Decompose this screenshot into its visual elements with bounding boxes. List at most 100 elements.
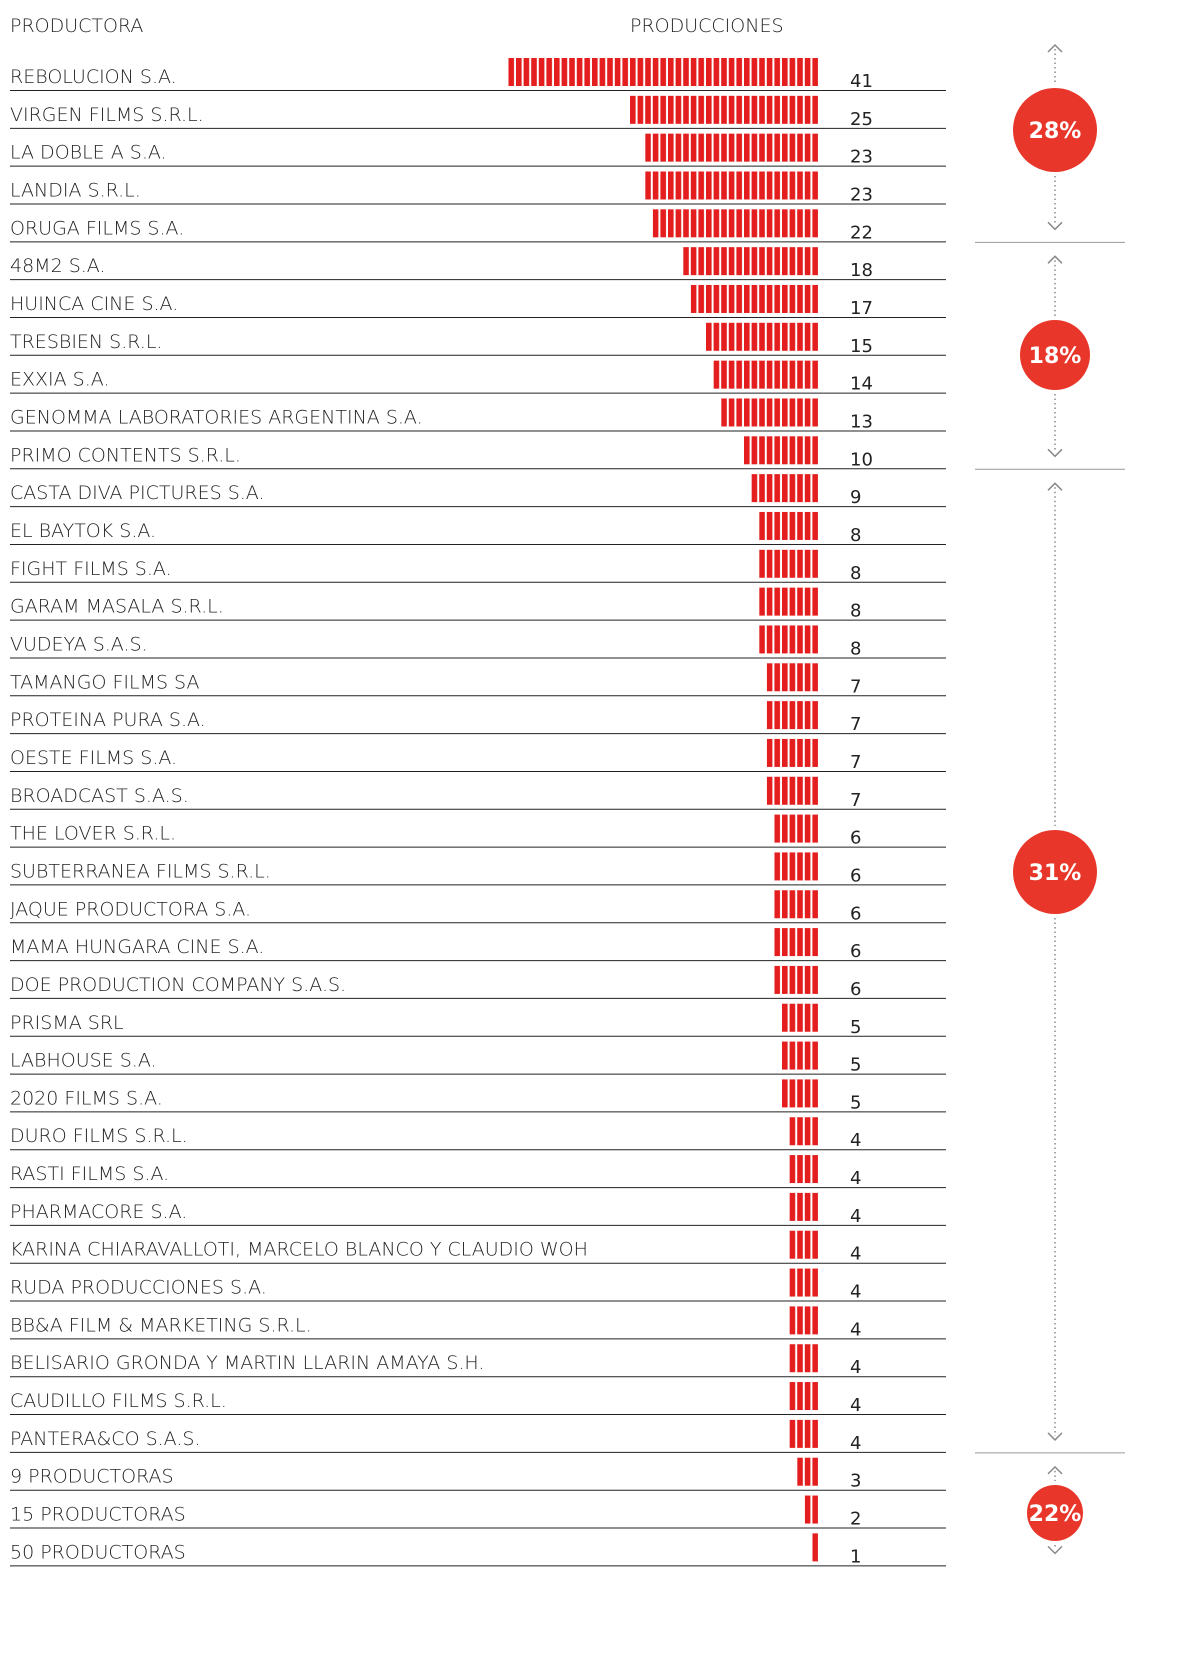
category-label: OESTE FILMS S.A. bbox=[10, 747, 177, 769]
value-label: 2 bbox=[850, 1509, 861, 1530]
value-label: 25 bbox=[850, 109, 873, 130]
bar bbox=[789, 1306, 818, 1335]
category-label: TRESBIEN S.R.L. bbox=[10, 331, 162, 353]
bar bbox=[713, 360, 818, 389]
category-label: DOE PRODUCTION COMPANY S.A.S. bbox=[10, 974, 346, 996]
value-label: 6 bbox=[850, 941, 861, 962]
category-header: PRODUCTORA bbox=[10, 15, 143, 37]
value-label: 7 bbox=[850, 676, 861, 697]
bar bbox=[690, 284, 818, 313]
bar bbox=[766, 701, 818, 730]
value-label: 6 bbox=[850, 865, 861, 886]
bar bbox=[812, 1533, 818, 1562]
value-label: 13 bbox=[850, 411, 873, 432]
share-circle bbox=[1013, 88, 1097, 172]
category-label: DURO FILMS S.R.L. bbox=[10, 1125, 188, 1147]
value-label: 7 bbox=[850, 714, 861, 735]
bar bbox=[774, 928, 818, 957]
value-label: 4 bbox=[850, 1357, 861, 1378]
value-label: 4 bbox=[850, 1433, 861, 1454]
arrow-up bbox=[1047, 1465, 1063, 1475]
bar bbox=[782, 1079, 818, 1108]
bar bbox=[751, 474, 818, 503]
category-label: BB&A FILM & MARKETING S.R.L. bbox=[10, 1314, 312, 1336]
bar bbox=[759, 549, 818, 578]
category-label: EXXIA S.A. bbox=[10, 369, 109, 391]
value-label: 15 bbox=[850, 336, 873, 357]
bar bbox=[774, 852, 818, 881]
category-label: PANTERA&CO S.A.S. bbox=[10, 1428, 200, 1450]
value-label: 4 bbox=[850, 1206, 861, 1227]
category-label: RUDA PRODUCCIONES S.A. bbox=[10, 1277, 267, 1299]
category-label: PROTEINA PURA S.A. bbox=[10, 709, 206, 731]
value-label: 6 bbox=[850, 903, 861, 924]
category-label: 15 PRODUCTORAS bbox=[10, 1504, 186, 1526]
bar bbox=[789, 1382, 818, 1411]
value-label: 6 bbox=[850, 979, 861, 1000]
value-label: 10 bbox=[850, 449, 873, 470]
value-label: 14 bbox=[850, 374, 873, 395]
value-label: 3 bbox=[850, 1471, 861, 1492]
bar bbox=[766, 738, 818, 767]
category-label: 9 PRODUCTORAS bbox=[10, 1466, 174, 1488]
value-label: 5 bbox=[850, 1017, 861, 1038]
arrow-down bbox=[1047, 1432, 1063, 1441]
category-label: TAMANGO FILMS SA bbox=[10, 671, 199, 693]
category-label: SUBTERRANEA FILMS S.R.L. bbox=[10, 860, 271, 882]
category-label: RASTI FILMS S.A. bbox=[10, 1163, 169, 1185]
value-label: 17 bbox=[850, 298, 873, 319]
value-label: 4 bbox=[850, 1168, 861, 1189]
bar bbox=[744, 436, 818, 465]
category-label: CASTA DIVA PICTURES S.A. bbox=[10, 482, 265, 504]
arrow-up bbox=[1047, 43, 1063, 53]
category-label: PHARMACORE S.A. bbox=[10, 1201, 187, 1223]
bar bbox=[789, 1155, 818, 1184]
category-label: LA DOBLE A S.A. bbox=[10, 142, 167, 164]
value-label: 4 bbox=[850, 1395, 861, 1416]
bar bbox=[789, 1419, 818, 1448]
category-label: HUINCA CINE S.A. bbox=[10, 293, 178, 315]
value-label: 7 bbox=[850, 752, 861, 773]
value-label: 23 bbox=[850, 147, 873, 168]
value-label: 22 bbox=[850, 222, 873, 243]
category-label: GARAM MASALA S.R.L. bbox=[10, 596, 224, 618]
value-label: 4 bbox=[850, 1282, 861, 1303]
category-label: THE LOVER S.R.L. bbox=[10, 823, 176, 845]
bar bbox=[759, 625, 818, 654]
value-label: 8 bbox=[850, 525, 861, 546]
category-label: 2020 FILMS S.A. bbox=[10, 1087, 163, 1109]
category-label: 50 PRODUCTORAS bbox=[10, 1541, 186, 1563]
category-label: KARINA CHIARAVALLOTI, MARCELO BLANCO Y C… bbox=[10, 1239, 588, 1261]
bar bbox=[789, 1230, 818, 1259]
share-label: 31% bbox=[1029, 861, 1082, 886]
bar bbox=[789, 1344, 818, 1373]
bar bbox=[759, 587, 818, 616]
bar bbox=[508, 58, 818, 86]
bar bbox=[774, 890, 818, 919]
category-label: VIRGEN FILMS S.R.L. bbox=[10, 104, 204, 126]
value-label: 8 bbox=[850, 563, 861, 584]
category-label: CAUDILLO FILMS S.R.L. bbox=[10, 1390, 227, 1412]
share-label: 18% bbox=[1029, 344, 1082, 369]
share-circle bbox=[1013, 830, 1097, 914]
bar bbox=[789, 1268, 818, 1297]
arrow-down bbox=[1047, 1545, 1063, 1555]
bar bbox=[652, 209, 818, 238]
value-label: 8 bbox=[850, 638, 861, 659]
value-label: 23 bbox=[850, 184, 873, 205]
bar bbox=[782, 1041, 818, 1070]
bar bbox=[645, 171, 818, 200]
category-label: MAMA HUNGARA CINE S.A. bbox=[10, 936, 264, 958]
value-label: 4 bbox=[850, 1244, 861, 1265]
value-label: 8 bbox=[850, 601, 861, 622]
value-label: 18 bbox=[850, 260, 873, 281]
bar bbox=[645, 133, 818, 162]
category-label: 48M2 S.A. bbox=[10, 255, 106, 277]
bar bbox=[797, 1457, 818, 1486]
value-label: 1 bbox=[850, 1546, 861, 1567]
value-label: 5 bbox=[850, 1092, 861, 1113]
value-label: 5 bbox=[850, 1055, 861, 1076]
category-label: GENOMMA LABORATORIES ARGENTINA S.A. bbox=[10, 406, 423, 428]
arrow-down bbox=[1047, 448, 1063, 458]
